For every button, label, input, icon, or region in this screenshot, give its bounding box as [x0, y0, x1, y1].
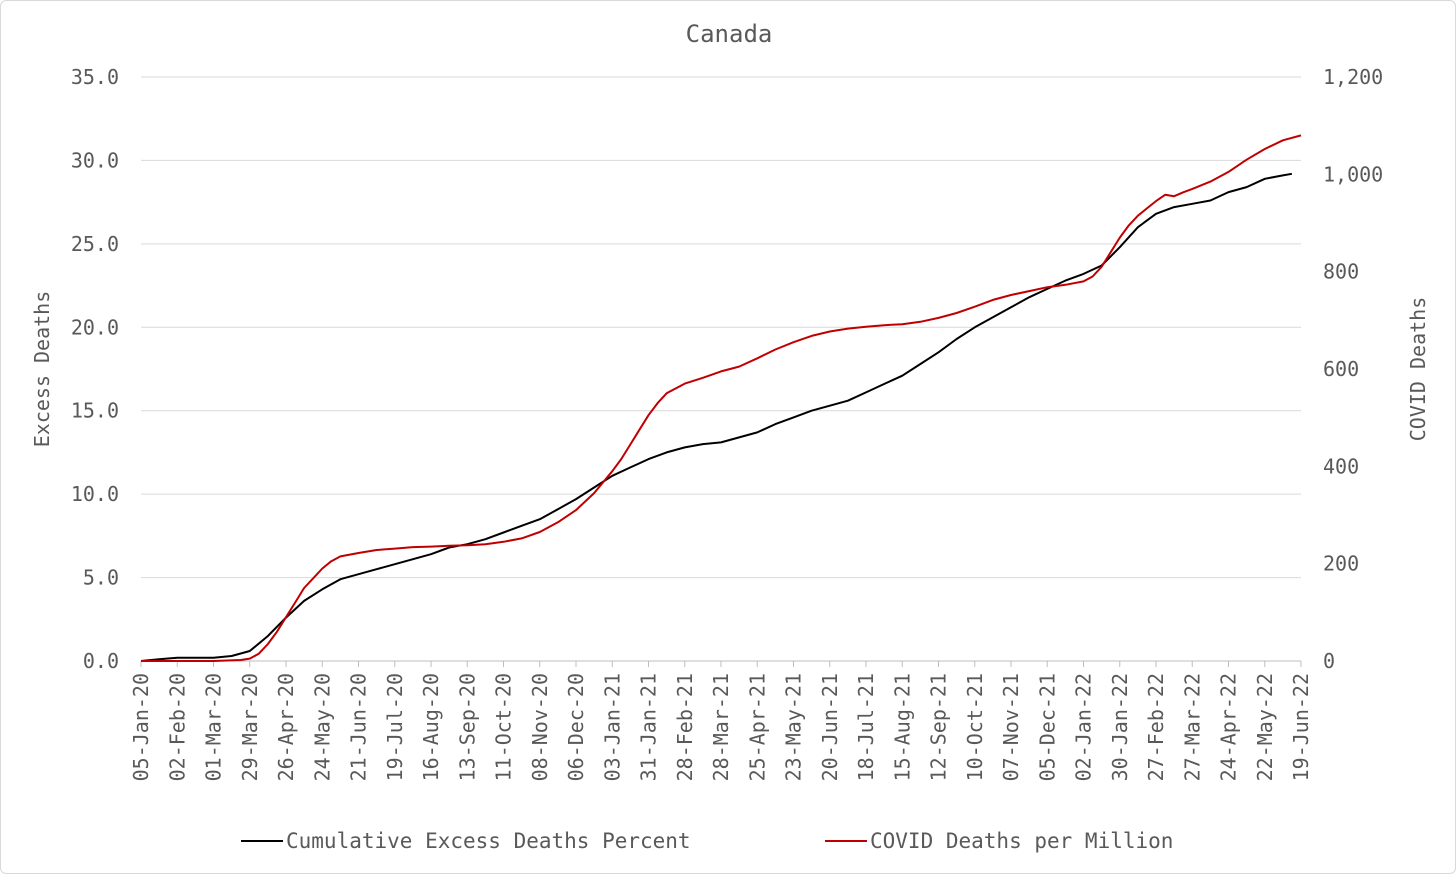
x-tick-label: 22-May-22 — [1253, 673, 1277, 781]
y-right-tick-label: 600 — [1323, 357, 1359, 381]
y-right-tick-label: 200 — [1323, 552, 1359, 576]
x-tick-label: 24-May-20 — [310, 673, 334, 781]
x-tick-label: 06-Dec-20 — [564, 673, 588, 781]
y-left-axis-title: Excess Deaths — [30, 291, 54, 448]
x-tick-label: 05-Dec-21 — [1035, 673, 1059, 781]
right-axis-ticks: 0 200 400 600 800 1,000 1,200 — [1323, 65, 1383, 673]
y-right-axis-title: COVID Deaths — [1406, 297, 1430, 442]
x-tick-label: 24-Apr-22 — [1217, 673, 1241, 781]
x-tick-label: 23-May-21 — [782, 673, 806, 781]
series-layer — [140, 134, 1302, 662]
x-tick-label: 19-Jun-22 — [1289, 673, 1313, 781]
series-line-excess-deaths — [140, 172, 1293, 662]
x-tick-label: 16-Aug-20 — [419, 673, 443, 781]
y-left-tick-label: 10.0 — [71, 482, 119, 506]
x-tick-label: 27-Mar-22 — [1180, 673, 1204, 781]
y-left-tick-label: 30.0 — [71, 148, 119, 172]
x-tick-label: 28-Feb-21 — [673, 673, 697, 781]
x-tick-label: 08-Nov-20 — [528, 673, 552, 781]
x-tick-label: 25-Apr-21 — [745, 673, 769, 781]
x-tick-label: 18-Jul-21 — [854, 673, 878, 781]
x-tick-label: 03-Jan-21 — [600, 673, 624, 781]
y-left-tick-label: 5.0 — [83, 566, 119, 590]
y-left-tick-label: 35.0 — [71, 65, 119, 89]
x-tick-label: 15-Aug-21 — [890, 673, 914, 781]
x-tick-label: 07-Nov-21 — [999, 673, 1023, 781]
x-tick-label: 27-Feb-22 — [1144, 673, 1168, 781]
legend-label-excess: Cumulative Excess Deaths Percent — [286, 829, 691, 853]
x-tick-label: 02-Jan-22 — [1072, 673, 1096, 781]
left-axis-ticks: 0.0 5.0 10.0 15.0 20.0 25.0 30.0 35.0 — [71, 65, 119, 673]
x-tick-label: 12-Sep-21 — [927, 673, 951, 781]
x-tick-label: 28-Mar-21 — [709, 673, 733, 781]
x-tick-label: 19-Jul-20 — [383, 673, 407, 781]
x-axis: 05-Jan-20 02-Feb-20 01-Mar-20 29-Mar-20 26-A… — [129, 660, 1313, 781]
y-left-tick-label: 15.0 — [71, 399, 119, 423]
y-left-tick-label: 20.0 — [71, 315, 119, 339]
x-tick-label: 21-Jun-20 — [347, 673, 371, 781]
x-tick-label: 31-Jan-21 — [637, 673, 661, 781]
y-right-tick-label: 400 — [1323, 454, 1359, 478]
y-right-tick-label: 1,000 — [1323, 162, 1383, 186]
y-left-tick-label: 25.0 — [71, 232, 119, 256]
gridlines — [141, 76, 1301, 579]
x-tick-label: 29-Mar-20 — [238, 673, 262, 781]
y-right-tick-label: 800 — [1323, 260, 1359, 284]
y-right-tick-label: 1,200 — [1323, 65, 1383, 89]
y-left-tick-label: 0.0 — [83, 649, 119, 673]
legend: Cumulative Excess Deaths Percent COVID D… — [241, 829, 1173, 853]
x-tick-label: 05-Jan-20 — [129, 673, 153, 781]
series-line-covid-deaths — [141, 134, 1302, 662]
chart-title: Canada — [686, 20, 773, 48]
x-tick-label: 11-Oct-20 — [492, 673, 516, 781]
x-tick-label: 13-Sep-20 — [455, 673, 479, 781]
x-tick-label: 02-Feb-20 — [165, 673, 189, 781]
x-tick-label: 01-Mar-20 — [202, 673, 226, 781]
x-tick-label: 20-Jun-21 — [818, 673, 842, 781]
y-right-tick-label: 0 — [1323, 649, 1335, 673]
legend-label-covid: COVID Deaths per Million — [870, 829, 1173, 853]
x-tick-label: 10-Oct-21 — [963, 673, 987, 781]
x-tick-label: 30-Jan-22 — [1108, 673, 1132, 781]
x-tick-label: 26-Apr-20 — [274, 673, 298, 781]
